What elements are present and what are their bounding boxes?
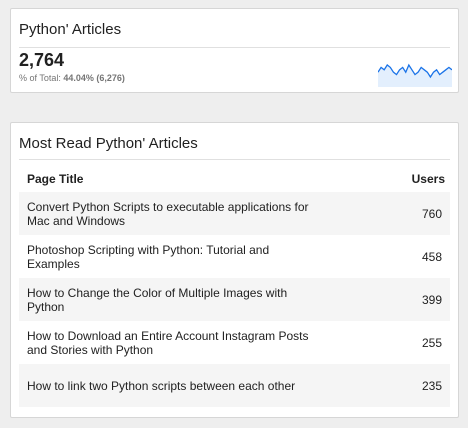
row-users: 255 bbox=[421, 335, 442, 350]
metric-value: 2,764 bbox=[19, 50, 65, 70]
sparkline-area bbox=[378, 65, 452, 87]
metric-sub-prefix: % of Total: bbox=[19, 73, 61, 83]
summary-card: Python' Articles 2,764 % of Total: 44.04… bbox=[10, 8, 459, 93]
divider bbox=[19, 47, 450, 48]
table-row[interactable]: How to Change the Color of Multiple Imag… bbox=[19, 278, 450, 321]
row-title: Convert Python Scripts to executable app… bbox=[27, 199, 309, 228]
row-users: 399 bbox=[421, 292, 442, 307]
articles-title: Most Read Python' Articles bbox=[19, 135, 198, 152]
row-title: How to link two Python scripts between e… bbox=[27, 378, 296, 393]
table-row[interactable]: How to Download an Entire Account Instag… bbox=[19, 321, 450, 364]
sparkline-chart bbox=[378, 63, 452, 87]
row-title: How to Download an Entire Account Instag… bbox=[27, 328, 309, 357]
row-users: 760 bbox=[421, 206, 442, 221]
table-row[interactable]: Photoshop Scripting with Python: Tutoria… bbox=[19, 235, 450, 278]
metric-sub-value: 44.04% (6,276) bbox=[63, 73, 125, 83]
summary-title: Python' Articles bbox=[19, 21, 122, 38]
table-header-row: Page Title Users bbox=[19, 166, 450, 192]
column-header-page-title[interactable]: Page Title bbox=[27, 172, 84, 186]
row-users: 235 bbox=[421, 378, 442, 393]
column-header-users[interactable]: Users bbox=[411, 172, 445, 186]
table-row[interactable]: Convert Python Scripts to executable app… bbox=[19, 192, 450, 235]
articles-card: Most Read Python' Articles Page Title Us… bbox=[10, 122, 459, 418]
table-row[interactable]: How to link two Python scripts between e… bbox=[19, 364, 450, 407]
row-title: Photoshop Scripting with Python: Tutoria… bbox=[27, 242, 270, 271]
divider bbox=[19, 159, 450, 160]
sparkline-line bbox=[378, 63, 452, 79]
row-users: 458 bbox=[421, 249, 442, 264]
articles-table: Page Title Users Convert Python Scripts … bbox=[19, 166, 450, 407]
row-title: How to Change the Color of Multiple Imag… bbox=[27, 285, 288, 314]
metric-subtext: % of Total: 44.04% (6,276) bbox=[19, 73, 125, 83]
